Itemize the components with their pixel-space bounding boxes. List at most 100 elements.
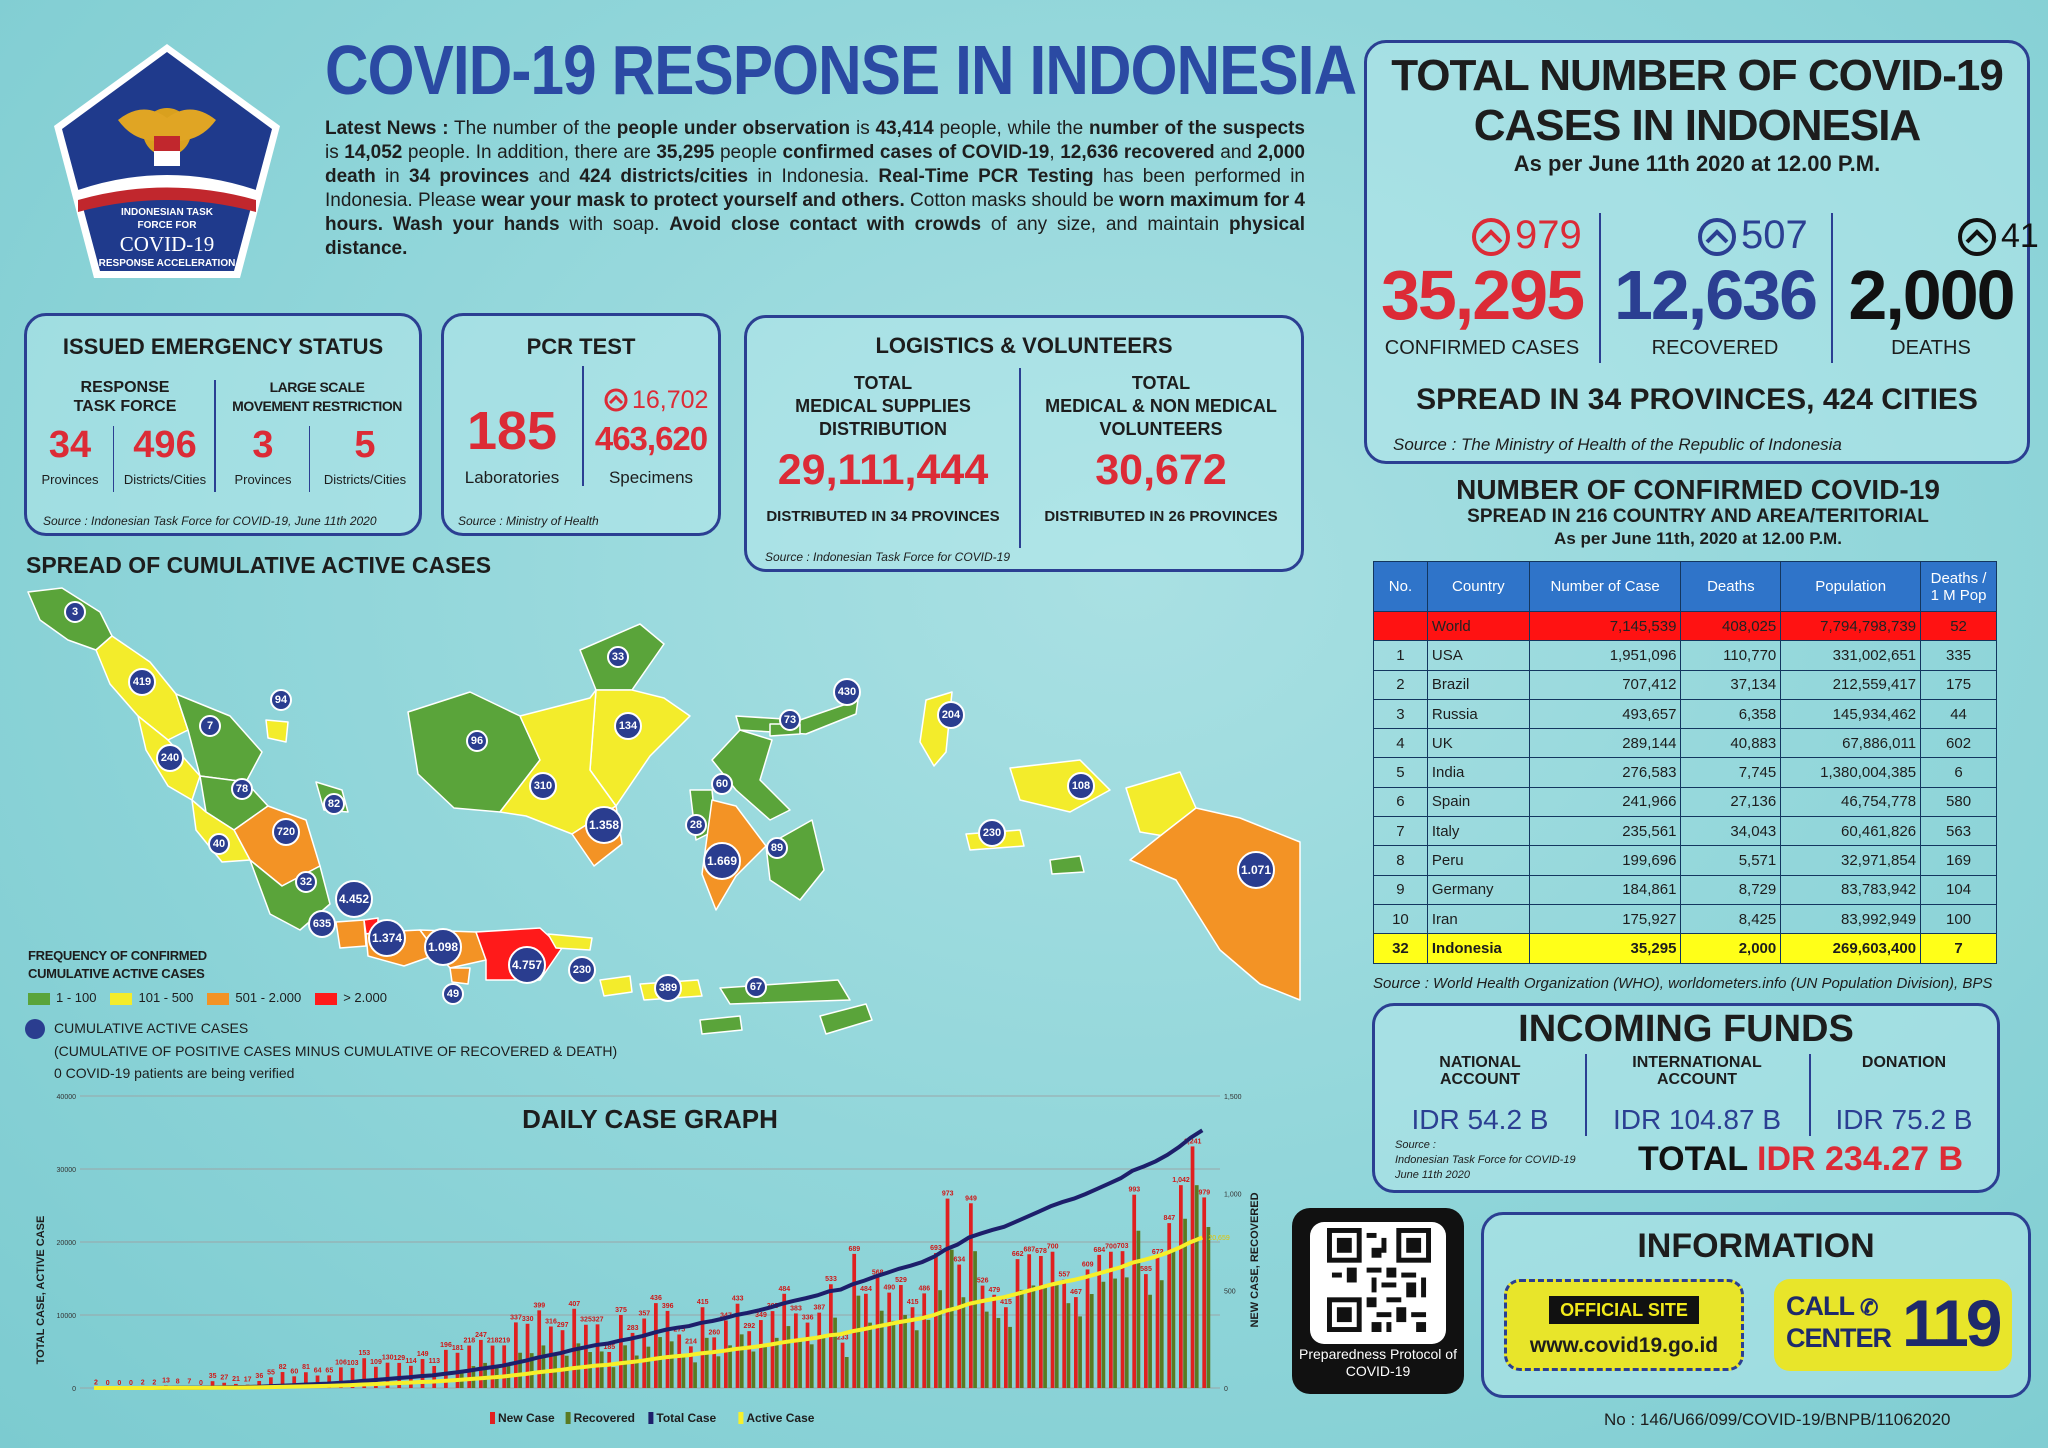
new-case-label: 484: [778, 1286, 790, 1293]
table-cell: 9: [1373, 874, 1428, 905]
new-case-label: 375: [615, 1307, 627, 1314]
logo-line-3: COVID-19: [119, 232, 215, 256]
new-case-bar: [292, 1376, 297, 1388]
news-segment: 12,636 recovered: [1060, 142, 1215, 163]
recovered-bar: [1054, 1282, 1059, 1388]
recovered-bar: [623, 1345, 627, 1388]
news-segment: in: [375, 166, 409, 187]
world-title-1: NUMBER OF CONFIRMED COVID-19: [1456, 474, 1940, 505]
new-case-bar: [374, 1366, 378, 1388]
emergency-title: ISSUED EMERGENCY STATUS: [62, 334, 384, 359]
table-cell: 6: [1373, 786, 1428, 818]
left-tick-label: 30000: [57, 1167, 77, 1174]
news-segment: people under observation: [616, 118, 851, 139]
national-value: IDR 54.2 B: [1411, 1104, 1549, 1135]
table-cell: [1373, 610, 1428, 642]
table-header: Number of Case: [1528, 561, 1682, 612]
new-case-bar: [1004, 1307, 1008, 1388]
new-case-label: 153: [358, 1350, 370, 1357]
recovered-bar: [1183, 1218, 1187, 1388]
new-case-label: 396: [662, 1303, 674, 1310]
funds-source-1: Source :: [1395, 1139, 1436, 1151]
recovered-bar: [914, 1330, 919, 1388]
new-case-bar: [735, 1303, 740, 1388]
confirmed-increase-icon: [1471, 217, 1511, 261]
new-case-label: 433: [732, 1296, 744, 1303]
news-segment: ,: [1049, 142, 1061, 163]
news-segment: Real-Time PCR Testing: [878, 166, 1094, 187]
table-cell: 331,002,651: [1780, 640, 1922, 671]
world-source: Source : World Health Organization (WHO)…: [1373, 975, 1993, 992]
logo-line-2: FORCE FOR: [137, 220, 197, 231]
news-segment: 424 districts/cities: [579, 166, 749, 187]
official-site-link[interactable]: OFFICIAL SITE www.covid19.go.id: [1504, 1279, 1744, 1371]
new-case-bar: [607, 1351, 612, 1388]
news-segment: wear your mask to protect yourself and o…: [481, 190, 905, 211]
pcr-source: Source : Ministry of Health: [458, 514, 599, 528]
call-center-box[interactable]: CALL ✆ CENTER 119: [1774, 1279, 2012, 1371]
recovered-bar: [1136, 1230, 1141, 1388]
table-cell: India: [1426, 757, 1530, 788]
national-title-1: NATIONAL: [1439, 1054, 1521, 1071]
news-segment: with soap.: [559, 214, 670, 235]
response-provinces-value: 34: [48, 424, 92, 466]
qr-card[interactable]: Preparedness Protocol of COVID-19: [1292, 1208, 1464, 1394]
pcr-increase-icon: [604, 388, 628, 416]
new-case-bar: [1155, 1257, 1160, 1388]
recovered-bar: [996, 1317, 1001, 1388]
site-url[interactable]: www.covid19.go.id: [1529, 1334, 1719, 1357]
new-case-label: 687: [1023, 1246, 1035, 1253]
table-cell: Iran: [1426, 903, 1530, 935]
new-case-bar: [689, 1346, 693, 1388]
news-segment: of any size, and maintain: [981, 214, 1229, 235]
news-segment: people: [714, 142, 783, 163]
new-case-label: 103: [347, 1360, 359, 1367]
funds-source-2: Indonesian Task Force for COVID-19: [1395, 1154, 1576, 1166]
y2-axis-label: NEW CASE, RECOVERED: [1249, 1192, 1261, 1327]
new-case-bar: [642, 1318, 647, 1388]
map-marker: 33: [607, 646, 629, 668]
map-legend: 1 - 100 101 - 500 501 - 2.000 > 2.000: [28, 990, 401, 1005]
new-case-label: 330: [522, 1316, 534, 1323]
news-segment: number of the suspects: [1089, 118, 1305, 139]
new-case-bar: [210, 1381, 215, 1388]
new-case-label: 609: [1082, 1261, 1094, 1268]
table-cell: 83,783,942: [1780, 874, 1922, 905]
recovered-bar: [868, 1322, 872, 1388]
table-cell: 34,043: [1680, 816, 1782, 847]
table-cell: 100: [1920, 903, 1997, 935]
call-number[interactable]: 119: [1902, 1286, 2002, 1360]
table-cell: 7,745: [1680, 757, 1782, 788]
table-cell: 493,657: [1528, 698, 1682, 730]
new-case-label: 399: [533, 1302, 545, 1309]
map-timor: [819, 1003, 873, 1035]
world-title-3: As per June 11th, 2020 at 12.00 P.M.: [1554, 529, 1842, 548]
map-marker: 1.358: [585, 806, 623, 844]
daily-case-chart: 4000030000200001000001,5001,0005000TOTAL…: [35, 1094, 1261, 1425]
table-cell: Russia: [1426, 698, 1530, 730]
new-case-label: 106: [335, 1359, 347, 1366]
map-marker: 720: [272, 818, 300, 846]
psbb-provinces-value: 3: [252, 424, 274, 466]
recovered-bar: [1171, 1251, 1176, 1388]
map-maluku: [1009, 759, 1111, 813]
international-title-2: ACCOUNT: [1657, 1071, 1737, 1088]
table-cell: 212,559,417: [1780, 669, 1922, 700]
new-case-bar: [759, 1320, 763, 1388]
recovered-bar: [821, 1337, 826, 1388]
pcr-laboratories-value: 185: [466, 401, 558, 461]
pcr-specimens-value: 463,620: [594, 420, 708, 457]
new-case-bar: [677, 1334, 682, 1388]
new-case-label: 219: [498, 1337, 510, 1344]
new-case-label: 700: [1105, 1244, 1117, 1251]
table-cell: 7,794,798,739: [1780, 610, 1922, 642]
map-marker: 230: [568, 956, 596, 984]
new-case-label: 297: [557, 1322, 569, 1329]
table-cell: 408,025: [1680, 610, 1782, 642]
recovered-bar: [681, 1355, 686, 1388]
new-case-label: 2: [152, 1380, 156, 1387]
new-case-label: 383: [790, 1305, 802, 1312]
new-case-label: 325: [580, 1317, 592, 1324]
international-value: IDR 104.87 B: [1612, 1104, 1782, 1135]
table-cell: 1,951,096: [1528, 640, 1682, 671]
